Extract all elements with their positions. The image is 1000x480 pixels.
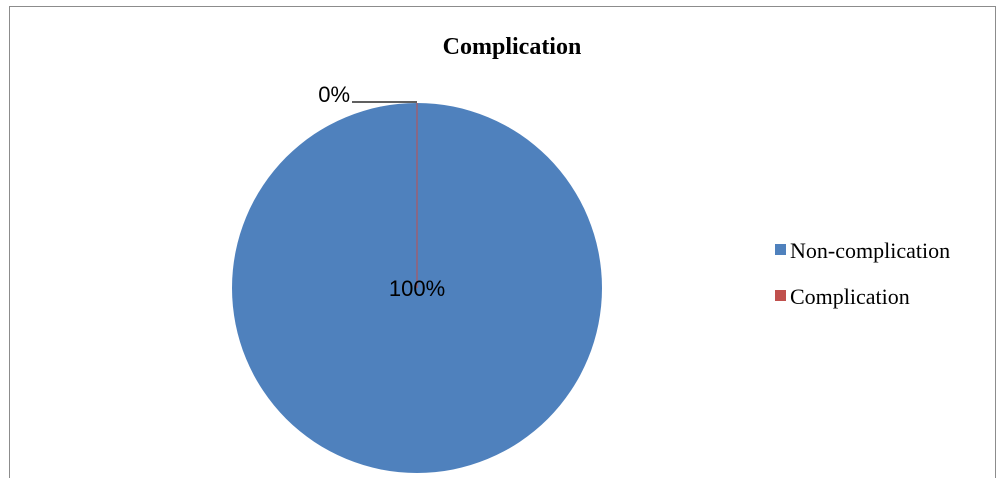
data-label-complication: 0% <box>318 82 350 107</box>
legend-swatch-non-complication <box>775 244 786 255</box>
data-label-non-complication: 100% <box>389 276 445 301</box>
legend-label-non-complication: Non-complication <box>790 238 950 263</box>
chart-title: Complication <box>443 34 582 60</box>
legend-swatch-complication <box>775 290 786 301</box>
legend-label-complication: Complication <box>790 284 910 309</box>
